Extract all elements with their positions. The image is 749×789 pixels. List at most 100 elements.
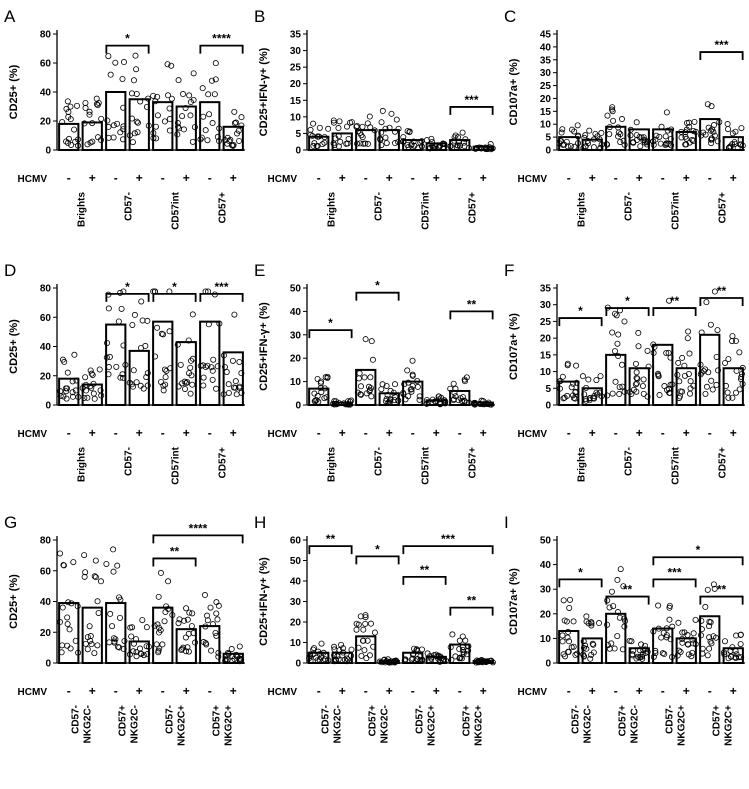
- data-point: [570, 618, 577, 625]
- data-point: [456, 655, 463, 662]
- hcmv-sign-label: +: [386, 171, 393, 185]
- data-point: [215, 653, 222, 660]
- data-point: [692, 616, 699, 623]
- y-tick-label: 40: [540, 560, 552, 571]
- panel-f: F CD107a+ (%) 0 5 10 15 20 25 30 35 - + - + - + - + HCMV Br…: [504, 261, 746, 485]
- data-point: [678, 134, 685, 141]
- data-point: [359, 134, 366, 141]
- data-point: [161, 118, 168, 125]
- data-point: [452, 393, 459, 400]
- bar: [449, 643, 471, 664]
- hcmv-label: HCMV: [18, 429, 48, 440]
- data-point: [732, 338, 739, 345]
- category-label: CD57+: [712, 705, 723, 737]
- data-point: [131, 311, 138, 318]
- data-point: [711, 288, 718, 295]
- category-label: CD57-: [374, 192, 385, 221]
- data-point: [571, 143, 578, 150]
- y-tick-label: 35: [540, 284, 552, 295]
- data-point: [150, 92, 157, 99]
- data-point: [557, 138, 564, 145]
- data-point: [212, 60, 219, 67]
- data-point: [612, 378, 619, 385]
- data-point: [450, 380, 457, 387]
- category-label: CD57int: [171, 446, 182, 484]
- category-label: NKG2C+: [677, 705, 688, 746]
- data-point: [86, 623, 93, 630]
- panel-letter: G: [4, 513, 17, 532]
- y-tick-label: 30: [290, 597, 302, 608]
- bar: [628, 367, 650, 407]
- data-point: [154, 112, 161, 119]
- data-point: [131, 130, 138, 137]
- y-tick-label: 60: [40, 313, 52, 324]
- bar: [628, 128, 650, 151]
- data-point: [633, 380, 640, 387]
- data-point: [84, 634, 91, 641]
- bar: [128, 640, 150, 664]
- data-point: [361, 647, 368, 654]
- data-point: [81, 573, 88, 580]
- data-point: [360, 140, 367, 147]
- data-point: [182, 385, 189, 392]
- hcmv-label: HCMV: [518, 429, 548, 440]
- hcmv-sign-label: -: [614, 684, 618, 698]
- hcmv-sign-label: -: [567, 684, 571, 698]
- category-label: Brights: [327, 447, 338, 482]
- panel-i: I CD107a+ (%) 0 10 20 30 40 50 - + - + - + - + HCMV CD57-…: [504, 513, 745, 746]
- category-label: CD57-: [665, 705, 676, 734]
- bar: [722, 367, 744, 407]
- data-point: [205, 91, 212, 98]
- data-point: [411, 645, 418, 652]
- category-label: CD57+: [718, 447, 729, 479]
- hcmv-sign-label: -: [161, 684, 165, 698]
- significance-bracket: [699, 595, 744, 605]
- data-point: [235, 127, 242, 134]
- hcmv-sign-label: +: [89, 171, 96, 185]
- data-point: [574, 122, 581, 129]
- data-point: [367, 374, 374, 381]
- data-point: [236, 137, 243, 144]
- data-point: [367, 620, 374, 627]
- data-point: [188, 357, 195, 364]
- y-tick-label: 20: [290, 79, 302, 90]
- hcmv-sign-label: -: [161, 171, 165, 185]
- data-point: [233, 391, 240, 398]
- data-point: [231, 108, 238, 115]
- data-point: [456, 142, 463, 149]
- data-point: [57, 550, 64, 557]
- data-point: [87, 637, 94, 644]
- data-point: [702, 603, 709, 610]
- y-axis-label: CD25+IFN-γ+ (%): [258, 557, 270, 646]
- y-tick-label: 50: [290, 556, 302, 567]
- data-point: [94, 598, 101, 605]
- data-point: [132, 52, 139, 59]
- data-point: [737, 641, 744, 648]
- significance-bracket: [105, 44, 150, 54]
- data-point: [228, 646, 235, 653]
- data-point: [128, 90, 135, 97]
- data-point: [638, 641, 645, 648]
- category-label: NKG2C+: [474, 705, 485, 746]
- data-point: [158, 378, 165, 385]
- significance-bracket: [652, 307, 697, 317]
- data-point: [604, 621, 611, 628]
- data-point: [626, 637, 633, 644]
- panel-d: D CD25+ (%) 0 20 40 60 80 - + - + - + - + HCMV Brights CD…: [4, 261, 245, 485]
- data-point: [340, 645, 347, 652]
- data-point: [633, 388, 640, 395]
- data-point: [703, 299, 710, 306]
- hcmv-sign-label: +: [683, 171, 690, 185]
- data-point: [336, 118, 343, 125]
- data-point: [104, 117, 111, 124]
- category-label: CD57-: [571, 705, 582, 734]
- bar: [722, 647, 744, 664]
- data-point: [184, 644, 191, 651]
- significance-label: *: [125, 280, 130, 294]
- data-point: [363, 655, 370, 662]
- data-point: [615, 331, 622, 338]
- hcmv-sign-label: -: [458, 684, 462, 698]
- y-tick-label: 20: [540, 94, 552, 105]
- data-point: [566, 638, 573, 645]
- data-point: [200, 113, 207, 120]
